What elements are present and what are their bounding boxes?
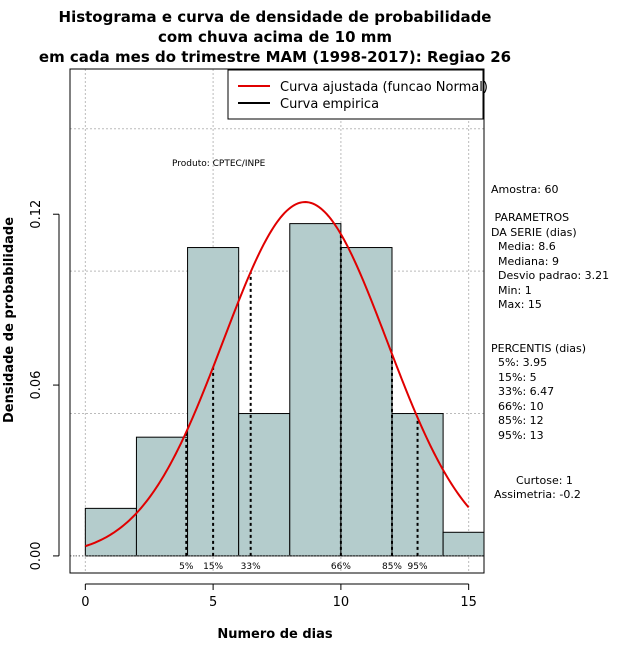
stat-p66: 66%: 10 <box>491 400 544 413</box>
histogram-bar <box>187 247 240 557</box>
histogram-bar <box>442 531 485 557</box>
title-line-2: com chuva acima de 10 mm <box>158 28 392 46</box>
stat-params-subheading: DA SERIE (dias) <box>491 226 577 239</box>
chart-title: Histograma e curva de densidade de proba… <box>39 8 511 66</box>
x-tick-label: 5 <box>209 595 217 610</box>
plot-frame <box>69 68 485 574</box>
histogram-bars <box>70 223 485 557</box>
stat-params-heading: PARAMETROS <box>491 211 569 224</box>
stat-p33: 33%: 6.47 <box>491 385 554 398</box>
x-tick-label: 15 <box>460 595 477 610</box>
legend: Curva ajustada (funcao Normal) Curva emp… <box>227 69 488 120</box>
percentile-label: 66% <box>331 562 351 572</box>
stat-median: Mediana: 9 <box>491 255 559 268</box>
legend-label-empirical: Curva empirica <box>280 97 379 112</box>
percentile-labels: 5% 15% 33% 66% 85% 95% <box>179 562 428 572</box>
histogram-bar <box>340 247 393 557</box>
stat-kurtosis: Curtose: 1 <box>516 474 573 487</box>
legend-label-fitted: Curva ajustada (funcao Normal) <box>280 80 488 95</box>
x-tick-label: 0 <box>81 595 89 610</box>
legend-box <box>227 69 484 120</box>
stat-max: Max: 15 <box>491 298 542 311</box>
percentile-label: 33% <box>241 562 261 572</box>
histogram-bar <box>135 436 189 557</box>
percentile-label: 5% <box>179 562 194 572</box>
x-tick-label: 10 <box>333 595 350 610</box>
y-tick-label: 0.12 <box>29 200 44 229</box>
product-annotation: Produto: CPTEC/INPE <box>172 159 266 169</box>
y-axis-title: Densidade de probabilidade <box>2 217 17 423</box>
x-axis: 0 5 10 15 <box>81 583 477 610</box>
histogram-bar <box>289 223 342 557</box>
histogram-bar <box>391 413 444 557</box>
stat-min: Min: 1 <box>491 284 532 297</box>
stat-skewness: Assimetria: -0.2 <box>494 488 581 501</box>
title-line-1: Histograma e curva de densidade de proba… <box>59 8 492 26</box>
x-axis-title: Numero de dias <box>217 627 333 642</box>
histogram-bar <box>84 507 137 557</box>
y-axis: 0.00 0.06 0.12 <box>29 200 60 570</box>
histogram-bar <box>238 413 291 557</box>
percentile-label: 95% <box>408 562 428 572</box>
stat-percentiles-heading: PERCENTIS (dias) <box>491 342 586 355</box>
stat-p85: 85%: 12 <box>491 414 544 427</box>
y-tick-label: 0.00 <box>29 541 44 570</box>
title-line-3: em cada mes do trimestre MAM (1998-2017)… <box>39 48 511 66</box>
stat-sd: Desvio padrao: 3.21 <box>491 269 609 282</box>
y-tick-label: 0.06 <box>29 371 44 400</box>
stat-mean: Media: 8.6 <box>491 240 556 253</box>
percentile-lines <box>185 234 419 556</box>
percentile-label: 85% <box>382 562 402 572</box>
fitted-curve <box>85 201 470 548</box>
normal-curve <box>85 201 470 548</box>
stat-p5: 5%: 3.95 <box>491 356 547 369</box>
stat-p15: 15%: 5 <box>491 371 537 384</box>
side-statistics: Amostra: 60 PARAMETROS DA SERIE (dias) M… <box>491 183 609 501</box>
stat-sample: Amostra: 60 <box>491 183 558 196</box>
stat-p95: 95%: 13 <box>491 429 544 442</box>
percentile-label: 15% <box>203 562 223 572</box>
